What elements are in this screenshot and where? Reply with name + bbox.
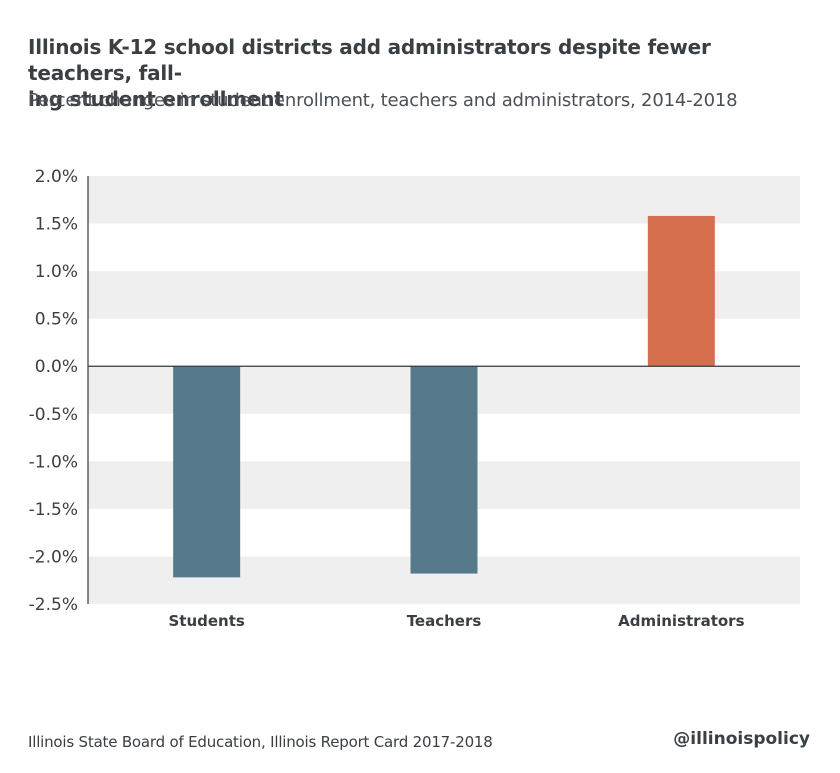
chart-title: Illinois K-12 school districts add admin… — [28, 34, 818, 112]
y-tick-label: 0.0% — [35, 357, 78, 377]
y-tick-label: 0.5% — [35, 310, 78, 330]
bar-teachers — [410, 366, 478, 574]
y-tick-label: -2.5% — [29, 595, 78, 615]
x-tick-label: Students — [168, 612, 244, 630]
bar-administrators — [647, 215, 715, 367]
source-note: Illinois State Board of Education, Illin… — [28, 733, 493, 751]
x-tick-label: Teachers — [407, 612, 482, 630]
y-tick-label: -1.0% — [29, 452, 78, 472]
y-tick-label: 1.0% — [35, 262, 78, 282]
y-tick-label: -2.0% — [29, 547, 78, 567]
y-tick-label: -1.5% — [29, 500, 78, 520]
y-tick-label: 2.0% — [35, 167, 78, 187]
chart-title-line-2: ing student enrollment — [28, 87, 284, 111]
grid-band — [88, 176, 800, 224]
chart-title-line-1: Illinois K-12 school districts add admin… — [28, 35, 711, 85]
bar-students — [173, 366, 241, 578]
y-tick-label: -0.5% — [29, 405, 78, 425]
brand-handle: @illinoispolicy — [673, 729, 810, 749]
chart-subtitle: Percent changes in student enrollment, t… — [28, 90, 738, 111]
x-tick-label: Administrators — [618, 612, 744, 630]
y-tick-label: 1.5% — [35, 215, 78, 235]
